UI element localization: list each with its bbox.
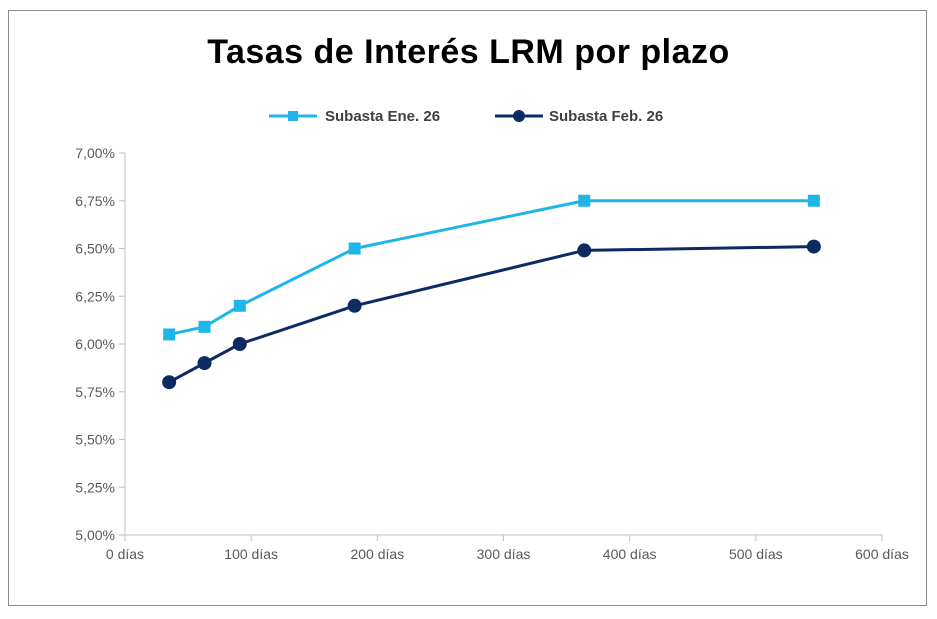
legend-label-1: Subasta Ene. 26: [325, 108, 440, 125]
legend-marker-1: [288, 111, 298, 121]
series-line-1: [168, 199, 814, 336]
data-point-series-1: [233, 299, 246, 312]
data-point-series-1: [198, 320, 211, 333]
y-tick-label: 7,00%: [75, 145, 115, 161]
y-tick-label: 5,00%: [75, 527, 115, 543]
x-tick-label: 100 días: [224, 546, 278, 562]
x-tick-label: 600 días: [855, 546, 909, 562]
y-tick-label: 5,25%: [75, 479, 115, 495]
x-tick-label: 500 días: [729, 546, 783, 562]
y-tick-label: 6,50%: [75, 241, 115, 257]
y-tick-label: 6,25%: [75, 288, 115, 304]
data-point-series-2: [577, 243, 592, 258]
legend-label-2: Subasta Feb. 26: [549, 108, 663, 125]
x-tick-label: 200 días: [350, 546, 404, 562]
data-point-series-2: [806, 239, 821, 254]
data-point-series-2: [197, 356, 212, 371]
data-point-series-1: [807, 194, 820, 207]
data-point-series-2: [232, 337, 247, 351]
x-tick-label: 300 días: [477, 546, 531, 562]
x-tick-label: 0 días: [106, 546, 144, 562]
chart-frame: Tasas de Interés LRM por plazo 5,00% 5,25…: [8, 10, 927, 606]
x-tick-label: 400 días: [603, 546, 657, 562]
legend-marker-2: [513, 110, 525, 122]
chart-plot: 5,00% 5,25% 5,50% 5,75% 6,00% 6,25% 6,50% 6,75%…: [75, 108, 909, 562]
data-point-series-1: [578, 194, 591, 207]
data-point-series-1: [163, 328, 176, 341]
y-tick-label: 6,00%: [75, 336, 115, 352]
y-tick-label: 5,75%: [75, 384, 115, 400]
data-point-series-2: [162, 375, 177, 390]
data-point-series-2: [347, 298, 362, 313]
series-line-2: [168, 245, 814, 384]
y-tick-label: 5,50%: [75, 432, 115, 448]
chart-title: Tasas de Interés LRM por plazo: [207, 33, 730, 71]
y-tick-label: 6,75%: [75, 193, 115, 209]
data-point-series-1: [348, 242, 361, 255]
